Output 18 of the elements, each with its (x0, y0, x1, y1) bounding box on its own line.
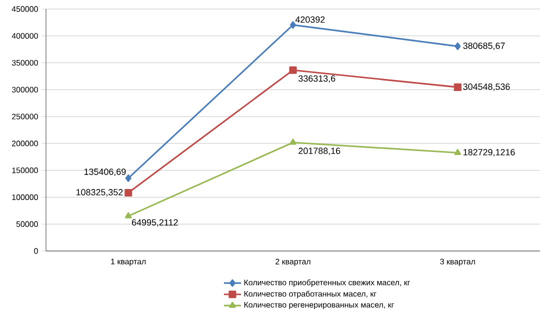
data-label: 201788,16 (298, 148, 340, 156)
point (124, 212, 132, 218)
point (290, 21, 296, 29)
data-label: 182729,1216 (464, 149, 515, 156)
point (454, 83, 462, 92)
point (454, 42, 461, 50)
data-label: 108325,352 (76, 189, 123, 196)
point (290, 138, 296, 145)
data-label: 135406,69 (84, 168, 126, 176)
point (454, 148, 462, 156)
point (125, 174, 132, 182)
point (289, 66, 297, 74)
point (124, 188, 132, 197)
data-label: 336313,6 (298, 75, 336, 83)
data-label: 380685,67 (463, 42, 505, 50)
data-label: 304548,536 (463, 84, 510, 91)
data-label: 420392 (295, 16, 325, 23)
data-label: 64995,2112 (132, 219, 178, 227)
